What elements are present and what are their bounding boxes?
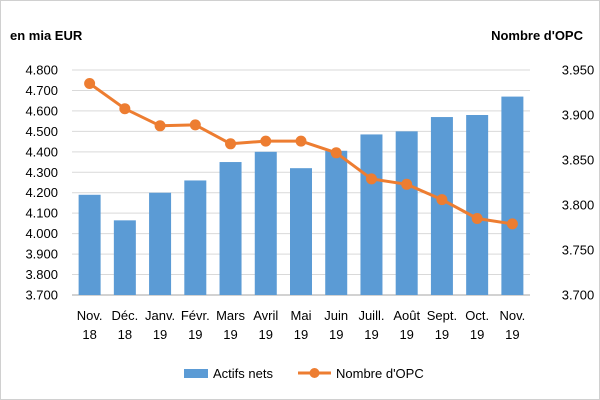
legend-swatch-actifs-nets xyxy=(184,369,208,378)
line-point xyxy=(260,135,272,147)
line-point xyxy=(506,218,518,230)
bar xyxy=(78,194,101,295)
bar-series-actifs-nets xyxy=(78,96,524,295)
left-tick-label: 4.400 xyxy=(25,144,58,159)
x-tick-label: Mars xyxy=(216,308,245,323)
x-tick-label: Nov. xyxy=(77,308,103,323)
right-tick-label: 3.800 xyxy=(562,198,595,213)
x-tick-label-year: 18 xyxy=(82,327,96,342)
line-point xyxy=(471,213,483,224)
x-tick-label: Sept. xyxy=(427,308,457,323)
bar xyxy=(360,134,383,295)
x-tick-label-year: 19 xyxy=(153,327,167,342)
line-point xyxy=(401,178,413,190)
line-point xyxy=(154,120,166,132)
gridlines xyxy=(72,69,530,296)
bar xyxy=(395,131,418,295)
left-tick-label: 4.800 xyxy=(25,63,58,78)
x-tick-label-year: 18 xyxy=(118,327,132,342)
left-tick-label: 3.700 xyxy=(25,288,58,303)
left-tick-label: 4.100 xyxy=(25,206,58,221)
left-axis-title: en mia EUR xyxy=(10,28,83,43)
x-tick-label-year: 19 xyxy=(294,327,308,342)
x-tick-label: Août xyxy=(393,308,420,323)
x-tick-label-year: 19 xyxy=(364,327,378,342)
left-tick-label: 4.500 xyxy=(25,124,58,139)
left-tick-label: 4.700 xyxy=(25,83,58,98)
line-point xyxy=(436,194,448,206)
line-point xyxy=(225,138,237,150)
legend-label-actifs-nets: Actifs nets xyxy=(213,366,273,381)
left-tick-label: 4.300 xyxy=(25,165,58,180)
line-point xyxy=(365,173,377,185)
line-point xyxy=(295,135,307,147)
x-tick-label-year: 19 xyxy=(329,327,343,342)
x-tick-label: Oct. xyxy=(465,308,489,323)
left-tick-label: 3.900 xyxy=(25,247,58,262)
right-tick-label: 3.700 xyxy=(562,288,595,303)
line-point xyxy=(330,147,342,159)
x-tick-label: Nov. xyxy=(500,308,526,323)
x-tick-label: Mai xyxy=(291,308,312,323)
right-tick-label: 3.950 xyxy=(562,63,595,78)
left-tick-label: 4.000 xyxy=(25,226,58,241)
x-axis-ticks: Nov. 18 Déc. 18 Janv. 19 Févr. 19 Mars 19 Avril 19 M… xyxy=(77,308,526,342)
x-tick-label-year: 19 xyxy=(435,327,449,342)
bar xyxy=(184,180,207,295)
x-tick-label-year: 19 xyxy=(223,327,237,342)
legend-marker-nombre-opc xyxy=(309,368,320,378)
bar xyxy=(290,168,312,295)
right-tick-label: 3.750 xyxy=(562,243,595,258)
right-tick-label: 3.900 xyxy=(562,108,595,123)
bar xyxy=(113,220,136,295)
x-tick-label: Févr. xyxy=(181,308,210,323)
bar xyxy=(466,115,489,295)
bar xyxy=(219,162,242,295)
right-tick-label: 3.850 xyxy=(562,153,595,168)
x-tick-label-year: 19 xyxy=(505,327,519,342)
left-tick-label: 3.800 xyxy=(25,267,58,282)
bar xyxy=(325,150,348,295)
line-point xyxy=(189,119,201,131)
x-tick-label: Juin xyxy=(324,308,348,323)
right-axis-ticks: 3.700 3.750 3.800 3.850 3.900 3.950 xyxy=(562,63,595,303)
x-tick-label-year: 19 xyxy=(259,327,273,342)
bar xyxy=(149,192,172,295)
legend: Actifs nets Nombre d'OPC xyxy=(184,366,424,381)
x-tick-label: Janv. xyxy=(145,308,175,323)
left-tick-label: 4.600 xyxy=(25,103,58,118)
line-series-nombre-opc xyxy=(84,78,518,230)
x-tick-label-year: 19 xyxy=(188,327,202,342)
bar xyxy=(254,151,277,295)
line-point xyxy=(119,103,131,115)
x-tick-label-year: 19 xyxy=(399,327,413,342)
x-tick-label: Avril xyxy=(253,308,278,323)
bar xyxy=(430,117,453,295)
right-axis-title: Nombre d'OPC xyxy=(491,28,584,43)
bar xyxy=(501,96,524,295)
legend-label-nombre-opc: Nombre d'OPC xyxy=(336,366,424,381)
x-tick-label: Déc. xyxy=(111,308,138,323)
left-tick-label: 4.200 xyxy=(25,185,58,200)
x-tick-label-year: 19 xyxy=(470,327,484,342)
x-tick-label: Juill. xyxy=(358,308,384,323)
line-point xyxy=(84,78,96,89)
left-axis-ticks: 3.700 3.800 3.900 4.000 4.100 4.200 4.300 4.400… xyxy=(25,63,58,303)
